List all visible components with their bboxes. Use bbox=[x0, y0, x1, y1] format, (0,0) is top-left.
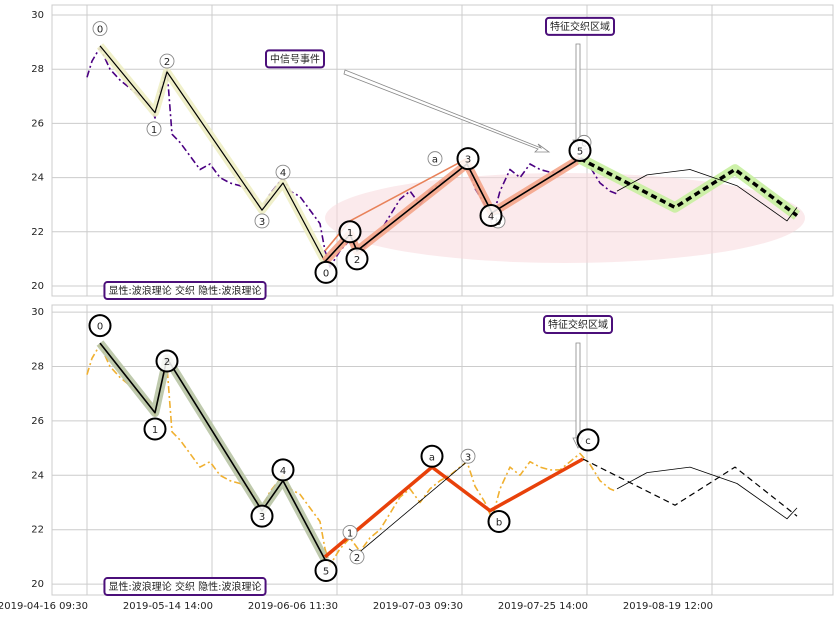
wave-label-circle bbox=[159, 53, 175, 69]
wave-label-circle bbox=[427, 151, 443, 167]
wave-label: 4 bbox=[280, 466, 286, 477]
annotation: 显性:波浪理论 交织 隐性:波浪理论 bbox=[103, 577, 267, 597]
wave-label: 1 bbox=[152, 425, 158, 436]
wave-label-circle bbox=[271, 458, 295, 482]
wave-label: 0 bbox=[97, 25, 103, 36]
annotation: 显性:波浪理论 交织 隐性:波浪理论 bbox=[103, 281, 267, 301]
wave-line bbox=[579, 157, 799, 217]
wave-label-circle bbox=[342, 524, 358, 540]
wave-label-circle bbox=[420, 444, 444, 468]
wave-label: 2 bbox=[354, 255, 360, 266]
wave-label: 2 bbox=[164, 357, 170, 368]
annotation-box bbox=[103, 577, 267, 597]
wave-label: 4 bbox=[280, 168, 286, 179]
wave-label-circle bbox=[345, 247, 369, 271]
wave-label: 3 bbox=[465, 452, 471, 463]
wave-label: 2 bbox=[164, 57, 170, 68]
wave-label: c bbox=[585, 436, 591, 447]
x-tick-label: 2019-07-25 14:00 bbox=[498, 601, 588, 612]
wave-label: 5 bbox=[577, 147, 583, 158]
x-tick-label: 2019-05-14 14:00 bbox=[123, 601, 213, 612]
wave-label: 1 bbox=[151, 125, 157, 136]
wave-label: 3 bbox=[259, 217, 265, 228]
arrow bbox=[343, 69, 551, 153]
annotation-text: 显性:波浪理论 交织 隐性:波浪理论 bbox=[108, 580, 261, 593]
y-tick-label: 20 bbox=[31, 579, 44, 590]
wave-label-circle bbox=[146, 121, 162, 137]
y-tick-label: 20 bbox=[31, 281, 44, 292]
wave-label: a bbox=[429, 452, 435, 463]
y-tick-label: 28 bbox=[31, 64, 44, 75]
annotation: 特征交织区域 bbox=[545, 16, 615, 36]
y-tick-label: 24 bbox=[31, 173, 44, 184]
y-tick-label: 24 bbox=[31, 470, 44, 481]
annotation-text: 特征交织区域 bbox=[550, 20, 610, 33]
wave-label-circle bbox=[338, 220, 362, 244]
annotation-text: 中信号事件 bbox=[270, 52, 320, 65]
wave-label-circle bbox=[88, 314, 112, 338]
wave-label-circle bbox=[568, 139, 592, 162]
y-tick-label: 26 bbox=[31, 416, 44, 427]
annotation-text: 特征交织区域 bbox=[548, 318, 608, 331]
wave-label: 3 bbox=[259, 512, 265, 523]
wave-label: 1 bbox=[347, 228, 353, 239]
wave-label-circle bbox=[314, 260, 338, 284]
plot bbox=[86, 43, 805, 268]
wave-label-circle bbox=[487, 510, 511, 534]
wave-label: b bbox=[496, 518, 502, 529]
wave-label-circle bbox=[155, 349, 179, 373]
wave-label: 2 bbox=[354, 553, 360, 564]
wave-line bbox=[616, 466, 798, 520]
wave-line bbox=[99, 342, 326, 560]
annotation-box bbox=[543, 315, 613, 335]
wave-line bbox=[323, 457, 584, 559]
wave-label-circle bbox=[275, 164, 291, 180]
wave-label-circle bbox=[576, 428, 600, 452]
wave-label-circle bbox=[250, 504, 274, 528]
wave-label: 5 bbox=[323, 567, 329, 578]
wave-label: 4 bbox=[488, 212, 494, 223]
wave-label: 0 bbox=[323, 268, 329, 279]
y-tick-label: 22 bbox=[31, 227, 44, 238]
x-tick-label: 2019-07-03 09:30 bbox=[373, 601, 463, 612]
wave-label-circle bbox=[92, 21, 108, 37]
wave-label: a bbox=[432, 155, 438, 166]
y-tick-label: 22 bbox=[31, 525, 44, 536]
wave-label-circle bbox=[143, 417, 167, 441]
annotation-box bbox=[103, 281, 267, 301]
annotation: 特征交织区域 bbox=[543, 315, 613, 335]
wave-label-circle bbox=[479, 204, 503, 228]
wave-label-circle bbox=[349, 549, 365, 565]
y-tick-label: 26 bbox=[31, 118, 44, 129]
annotation-box bbox=[545, 16, 615, 36]
plot bbox=[86, 340, 798, 566]
y-tick-label: 30 bbox=[31, 307, 44, 318]
wave-label: 0 bbox=[97, 322, 103, 333]
annotation: 中信号事件 bbox=[265, 49, 325, 69]
wave-line bbox=[99, 45, 326, 262]
wave-label: 3 bbox=[465, 155, 471, 166]
wave-line bbox=[616, 169, 798, 222]
wave-label: 1 bbox=[347, 528, 353, 539]
x-tick-label: 2019-04-16 09:30 bbox=[0, 601, 88, 612]
wave-label-circle bbox=[314, 559, 338, 583]
x-tick-label: 2019-06-06 11:30 bbox=[248, 601, 338, 612]
y-tick-label: 28 bbox=[31, 361, 44, 372]
wave-label-circle bbox=[254, 213, 270, 229]
wave-label-circle bbox=[456, 147, 480, 171]
annotation-text: 显性:波浪理论 交织 隐性:波浪理论 bbox=[108, 284, 261, 297]
x-tick-label: 2019-08-19 12:00 bbox=[623, 601, 713, 612]
wave-label-circle bbox=[460, 448, 476, 464]
annotation-box bbox=[265, 49, 325, 69]
plot-area bbox=[51, 304, 834, 596]
y-tick-label: 30 bbox=[31, 10, 44, 21]
